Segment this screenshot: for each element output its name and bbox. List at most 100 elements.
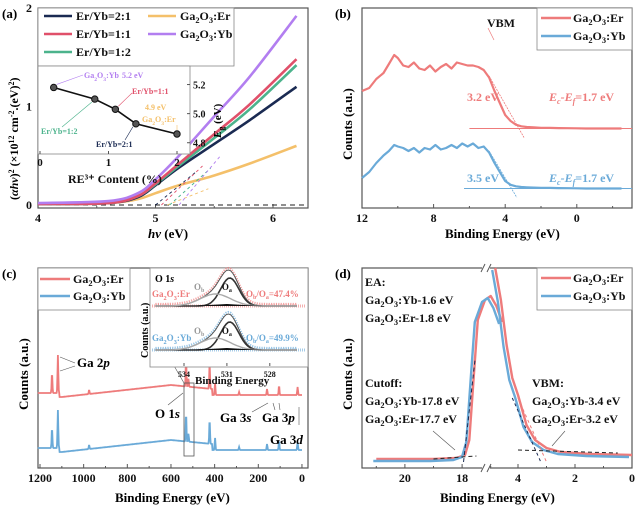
tangent-er	[488, 75, 525, 138]
x-tick-label: 1000	[72, 471, 96, 485]
annot-er-value: 4.9 eV	[145, 103, 167, 112]
annot-vbm: VBM	[487, 16, 515, 30]
inset-ob-label: Ob	[194, 282, 205, 294]
fit-cutoff-baseline	[433, 455, 477, 460]
panel-d: (d) 20 18 4 2 0 Binding Energy (eV) Counts (…	[335, 263, 635, 505]
tangent-line	[178, 155, 221, 206]
annot-cutoff-er: Ga2O3:Er-17.7 eV	[365, 412, 457, 428]
annot-cutoff-title: Cutoff:	[365, 376, 402, 390]
series-line-ga2o3-er	[37, 354, 302, 398]
y-tick-label: 2	[26, 1, 32, 15]
annot-leader	[61, 101, 92, 128]
x-tick-label: 18	[456, 471, 468, 485]
series-line-ga2o3-yb	[37, 409, 302, 453]
x-tick-label: 4	[35, 211, 41, 225]
legend-label: Ga2O3:Er	[573, 271, 624, 287]
peak-leader	[251, 402, 269, 413]
inset-shading	[191, 304, 263, 306]
panel-d-ticks: 20 18 4 2 0	[375, 263, 635, 485]
legend-label: Ga2O3:Yb	[73, 289, 126, 305]
tangent-line	[155, 171, 197, 206]
inset-oa-label: Oa	[222, 282, 232, 294]
o1s-region-box	[183, 382, 195, 457]
series-line-ga2o3-yb-cutoff	[373, 296, 501, 463]
annot-leader	[118, 92, 133, 107]
tangent-line	[167, 188, 209, 206]
series-line-ga2o3-yb-vbm	[491, 269, 630, 459]
panel-d-annotations: EA: Ga2O3:Yb-1.6 eV Ga2O3:Er-1.8 eV Cutoff:…	[365, 275, 621, 451]
axis-break-mark	[480, 463, 486, 473]
annot-vbm-yb: Ga2O3:Yb-3.4 eV	[532, 394, 621, 410]
annot-ea-er: Ga2O3:Er-1.8 eV	[365, 311, 451, 327]
panel-b-xlabel: Binding Energy (eV)	[445, 226, 560, 241]
axis-break-gap	[482, 265, 490, 271]
x-tick-label: 6	[270, 211, 276, 225]
legend-label: Ga2O3:Yb	[180, 27, 233, 43]
x-tick-label: 12	[356, 211, 368, 225]
panel-b-ylabel: Counts (a.u.)	[340, 88, 355, 160]
inset-y-tick-label: 5.0	[193, 110, 206, 121]
panel-a-series	[37, 15, 298, 206]
inset-ratio-label: Ob/Oa=49.9%	[246, 333, 299, 345]
inset-x-tick-label: 0	[37, 157, 43, 169]
annot-leader	[56, 74, 84, 85]
inset-oa-label: Oa	[222, 326, 232, 338]
annot-vbm-title: VBM:	[532, 376, 564, 390]
legend-label: Ga2O3:Yb	[573, 29, 626, 45]
peak-leader	[59, 356, 76, 364]
inset-x-tick-label: 1	[106, 157, 112, 169]
inset-ylabel: Eg (eV)	[212, 103, 226, 139]
panel-a-xlabel: hv (eV)	[148, 226, 188, 241]
panel-d-series	[373, 267, 633, 463]
x-tick-label: 5	[153, 211, 159, 225]
panel-c-xlabel: Binding Energy (eV)	[115, 490, 230, 505]
panel-a-label: (a)	[2, 6, 17, 21]
annot-ea-title: EA:	[365, 275, 386, 289]
inset-point	[132, 120, 140, 128]
fit-vbm-baseline	[517, 449, 618, 454]
x-tick-label: 400	[206, 471, 224, 485]
x-tick-label: 200	[249, 471, 267, 485]
panel-c: (c) 1200 1000 800 600 400 200 0 Binding Energy…	[2, 266, 309, 505]
panel-b: (b) 12 8 4 0 Binding Energy (eV) Counts (a.…	[335, 6, 633, 241]
panel-a-legend: Er/Yb=2:1 Er/Yb=1:1 Er/Yb=1:2 Ga2O3:Er Ga2O3…	[37, 7, 235, 67]
annot-ea-yb: Ga2O3:Yb-1.6 eV	[365, 293, 454, 309]
axis-break-mark	[486, 263, 492, 273]
x-tick-label: 600	[162, 471, 180, 485]
inset-point	[50, 83, 58, 92]
panel-c-label: (c)	[2, 266, 16, 281]
inset-point	[173, 130, 181, 138]
inset-point	[111, 105, 120, 113]
inset-y-tick-label: 5.2	[193, 81, 206, 92]
panel-c-series	[37, 354, 302, 453]
panel-b-label: (b)	[335, 6, 351, 21]
panel-d-axes-frame	[361, 267, 633, 469]
panel-b-axes-frame	[361, 7, 633, 209]
panel-a-inset: 0 1 2 4.8 5.0 5.2 RE³⁺ Content (%) Eg (eV) Ga2O3…	[37, 65, 226, 186]
annot-eryb11: Er/Yb=1:1	[132, 87, 169, 96]
legend-label: Er/Yb=2:1	[76, 9, 131, 23]
panel-d-legend: Ga2O3:Er Ga2O3:Yb	[536, 267, 633, 311]
inset-ylabel: Counts (a.u.)	[140, 303, 151, 358]
panel-a: (a) 4 5 6 0 1 2 hv (eV) (αhv)2 (×1012 cm-2.(e…	[2, 1, 309, 241]
inset-ob-label: Ob	[194, 326, 205, 338]
x-tick-label: 20	[399, 471, 411, 485]
peak-label-o1s: O 1s	[155, 406, 180, 421]
panel-b-series	[361, 53, 622, 190]
series-line-er-yb-1-1	[37, 58, 298, 206]
legend-label: Ga2O3:Er	[180, 9, 231, 25]
panel-d-xlabel: Binding Energy (eV)	[440, 490, 555, 505]
y-tick-label: 1	[26, 100, 32, 114]
legend-label: Ga2O3:Yb	[573, 289, 626, 305]
annot-leader	[487, 27, 495, 41]
annot-cutoff-yb: Ga2O3:Yb-17.8 eV	[365, 394, 460, 410]
axis-break-mark	[480, 263, 486, 273]
inset-x-tick-label: 2	[174, 157, 180, 169]
legend-label: Ga2O3:Er	[573, 11, 624, 27]
panel-a-ylabel: (αhv)2 (×1012 cm-2.(eV)2)	[7, 78, 22, 200]
annot-er-vbm: 3.2 eV	[467, 90, 499, 104]
axis-break-mark	[486, 463, 492, 473]
axis-break-gap	[482, 465, 490, 471]
